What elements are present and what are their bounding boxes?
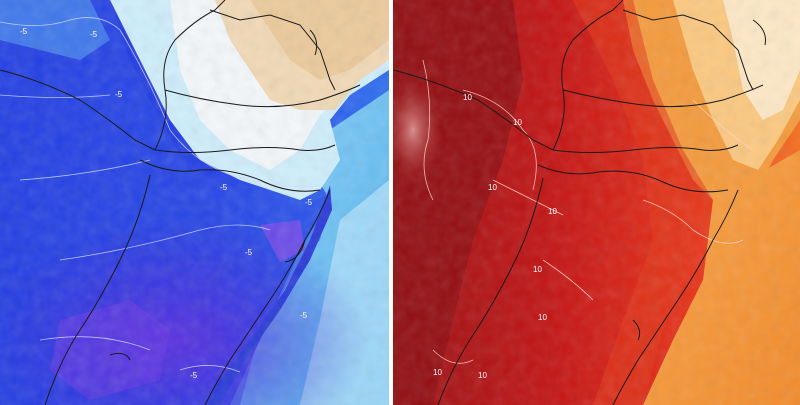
cold-contour-label: -5: [245, 248, 253, 257]
warm-contour-labels: 10 10 10 10 10 10 10 10: [433, 93, 557, 380]
warm-contour-label: 10: [463, 93, 472, 102]
warm-borders: [393, 0, 766, 405]
warm-contour-label: 10: [538, 313, 547, 322]
warm-contour-label: 10: [533, 265, 542, 274]
warm-contour-label: 10: [513, 118, 522, 127]
warm-contour-label: 10: [548, 207, 557, 216]
panel-divider: [389, 0, 393, 405]
cold-contour-label: -5: [220, 183, 228, 192]
cold-contour-label: -5: [90, 30, 98, 39]
warm-temperature-map-panel: 10 10 10 10 10 10 10 10: [393, 0, 800, 405]
warm-contour-label: 10: [433, 368, 442, 377]
cold-contour-labels: -5 -5 -5 -5 -5 -5 -5 -5: [20, 27, 313, 380]
cold-borders: [0, 0, 361, 405]
cold-texture: [0, 0, 389, 405]
warm-texture: [393, 0, 800, 405]
warm-contour-label: 10: [488, 183, 497, 192]
cold-temperature-map-panel: -5 -5 -5 -5 -5 -5 -5 -5: [0, 0, 389, 405]
cold-contour-label: -5: [20, 27, 28, 36]
cold-temperature-map: -5 -5 -5 -5 -5 -5 -5 -5: [0, 0, 389, 405]
cold-contours: [0, 17, 321, 373]
cold-contour-label: -5: [115, 90, 123, 99]
warm-temperature-map: 10 10 10 10 10 10 10 10: [393, 0, 800, 405]
cold-contour-label: -5: [300, 311, 308, 320]
cold-contour-label: -5: [305, 198, 313, 207]
warm-contour-label: 10: [478, 371, 487, 380]
warm-contours: [422, 59, 754, 364]
cold-contour-label: -5: [190, 371, 198, 380]
